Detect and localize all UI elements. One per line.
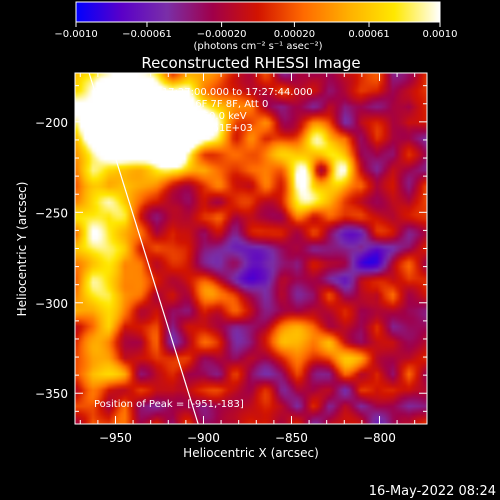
y-axis: −200 −250 −300 −350 xyxy=(35,85,427,412)
chart-title: Reconstructed RHESSI Image xyxy=(141,54,360,72)
x-axis-label: Heliocentric X (arcsec) xyxy=(183,446,319,460)
x-tick-label: −900 xyxy=(187,431,220,445)
x-tick-label: −800 xyxy=(363,431,396,445)
colorbar-tick-label: −0.0010 xyxy=(54,29,97,40)
info-line-detectors: Detectors: 3F 4F 5F 6F 7F 8F, Att 0 xyxy=(94,99,268,110)
info-line-counts: Clean Total Counts: 1.51E+03 xyxy=(94,123,253,134)
info-line-energy: Energy Range: 25.0 - 50.0 keV xyxy=(94,111,247,122)
colorbar-tick-label: −0.00061 xyxy=(122,29,172,40)
x-tick-label: −850 xyxy=(275,431,308,445)
y-tick-label: −300 xyxy=(35,297,68,311)
solar-limb-line xyxy=(88,73,199,424)
y-axis-label: Heliocentric Y (arcsec) xyxy=(15,182,29,317)
y-tick-label: −200 xyxy=(35,116,68,130)
peak-position-label: Position of Peak = [-951,-183] xyxy=(94,399,244,410)
y-tick-label: −250 xyxy=(35,206,68,220)
x-axis: −950 −900 −850 −800 xyxy=(79,73,416,445)
colorbar-ticks: −0.0010 −0.00061 −0.00020 0.00020 0.00061 0.0… xyxy=(54,22,458,40)
footer-timestamp: 16-May-2022 08:24 xyxy=(369,484,496,499)
colorbar-tick-label: 0.0010 xyxy=(423,29,458,40)
info-line-time: 16-Nov-2011 17:27:00.000 to 17:27:44.000 xyxy=(94,87,313,98)
colorbar-tick-label: 0.00020 xyxy=(274,29,315,40)
heatmap-image xyxy=(75,73,427,424)
info-block: 16-Nov-2011 17:27:00.000 to 17:27:44.000… xyxy=(94,87,313,134)
colorbar-tick-label: 0.00061 xyxy=(348,29,389,40)
colorbar xyxy=(75,1,441,23)
x-tick-label: −950 xyxy=(99,431,132,445)
colorbar-tick-label: −0.00020 xyxy=(197,29,247,40)
y-tick-label: −350 xyxy=(35,387,68,401)
colorbar-unit-label: (photons cm⁻² s⁻¹ asec⁻²) xyxy=(193,41,322,52)
